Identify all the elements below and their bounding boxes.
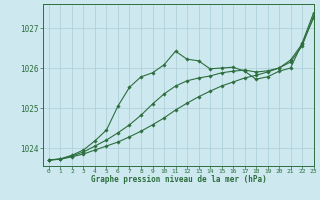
- X-axis label: Graphe pression niveau de la mer (hPa): Graphe pression niveau de la mer (hPa): [91, 175, 266, 184]
